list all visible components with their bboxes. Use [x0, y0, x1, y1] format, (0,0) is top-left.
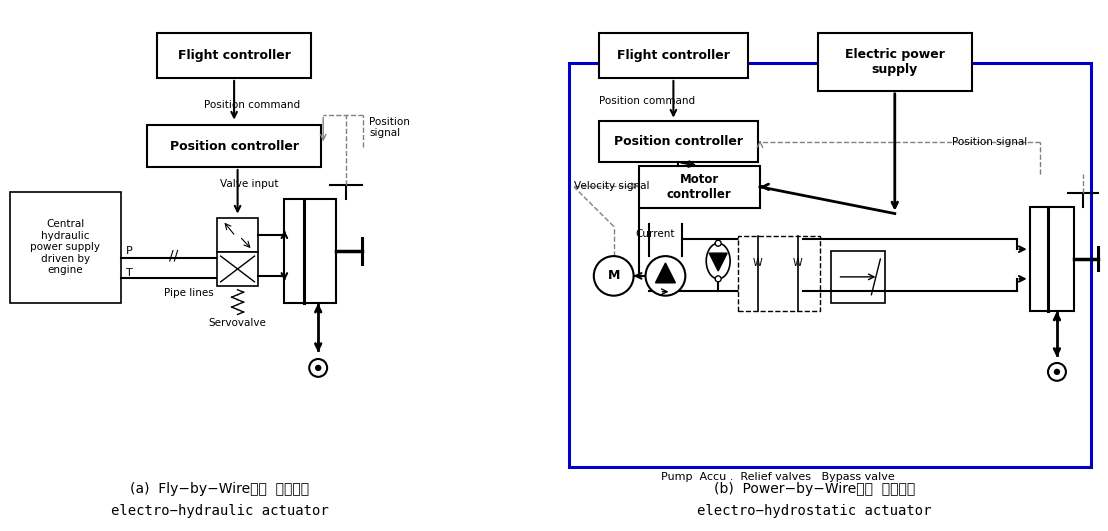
Text: //: //: [170, 248, 178, 262]
Circle shape: [715, 276, 721, 282]
FancyBboxPatch shape: [285, 199, 336, 303]
FancyBboxPatch shape: [831, 251, 885, 303]
Text: Pipe lines: Pipe lines: [164, 288, 214, 298]
Text: Servovalve: Servovalve: [208, 319, 267, 328]
FancyBboxPatch shape: [738, 236, 820, 311]
Text: M: M: [607, 269, 619, 282]
Text: Position command: Position command: [598, 96, 695, 106]
Circle shape: [1048, 363, 1066, 381]
Polygon shape: [656, 263, 676, 283]
Circle shape: [646, 256, 686, 296]
Text: Valve input: Valve input: [219, 179, 278, 189]
FancyBboxPatch shape: [217, 252, 258, 286]
FancyBboxPatch shape: [598, 121, 758, 162]
Text: T: T: [126, 268, 133, 278]
Text: Motor
controller: Motor controller: [667, 173, 731, 201]
Text: Position
signal: Position signal: [369, 117, 410, 138]
Text: Position command: Position command: [204, 100, 300, 110]
Text: Current: Current: [636, 229, 675, 239]
Polygon shape: [709, 253, 727, 271]
Text: electro−hydrostatic actuator: electro−hydrostatic actuator: [697, 504, 932, 518]
Text: Electric power
supply: Electric power supply: [844, 48, 945, 76]
Circle shape: [715, 240, 721, 246]
Text: (a)  Fly−by−Wire방식  밸브제어: (a) Fly−by−Wire방식 밸브제어: [130, 482, 309, 495]
FancyBboxPatch shape: [598, 33, 748, 78]
FancyBboxPatch shape: [818, 33, 972, 91]
Text: Central
hydraulic
power supply
driven by
engine: Central hydraulic power supply driven by…: [30, 219, 101, 276]
FancyBboxPatch shape: [157, 33, 311, 78]
Text: Flight controller: Flight controller: [617, 49, 730, 62]
Text: Position signal: Position signal: [952, 138, 1027, 147]
FancyBboxPatch shape: [10, 192, 121, 303]
Circle shape: [594, 256, 634, 296]
Text: W: W: [793, 258, 802, 268]
Circle shape: [316, 365, 320, 371]
Text: W: W: [753, 258, 762, 268]
Text: Velocity signal: Velocity signal: [574, 181, 649, 191]
FancyBboxPatch shape: [147, 125, 321, 167]
Text: Position controller: Position controller: [614, 135, 742, 148]
FancyBboxPatch shape: [217, 218, 258, 252]
Circle shape: [309, 359, 327, 377]
Text: electro−hydraulic actuator: electro−hydraulic actuator: [111, 504, 329, 518]
Text: (b)  Power−by−Wire방식  펜프제어: (b) Power−by−Wire방식 펜프제어: [714, 482, 915, 495]
Ellipse shape: [706, 243, 730, 279]
Text: Position controller: Position controller: [170, 140, 299, 153]
Circle shape: [1055, 370, 1059, 374]
FancyBboxPatch shape: [638, 166, 760, 208]
Text: P: P: [126, 246, 133, 256]
FancyBboxPatch shape: [568, 63, 1091, 467]
FancyBboxPatch shape: [1029, 207, 1075, 311]
Text: Flight controller: Flight controller: [177, 49, 290, 62]
Text: Pump  Accu .  Relief valves   Bypass valve: Pump Accu . Relief valves Bypass valve: [661, 472, 895, 482]
